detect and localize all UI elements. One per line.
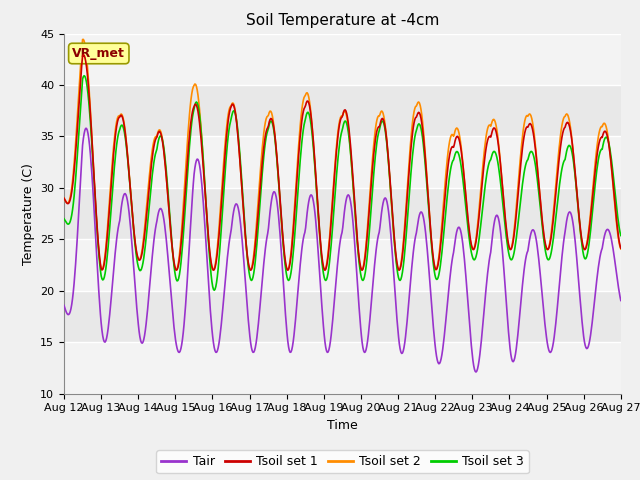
X-axis label: Time: Time	[327, 419, 358, 432]
Text: VR_met: VR_met	[72, 47, 125, 60]
Legend: Tair, Tsoil set 1, Tsoil set 2, Tsoil set 3: Tair, Tsoil set 1, Tsoil set 2, Tsoil se…	[156, 450, 529, 473]
Bar	[64, 240, 621, 291]
Bar	[64, 342, 621, 394]
Title: Soil Temperature at -4cm: Soil Temperature at -4cm	[246, 13, 439, 28]
Bar	[64, 136, 621, 188]
Y-axis label: Temperature (C): Temperature (C)	[22, 163, 35, 264]
Bar	[64, 34, 621, 85]
